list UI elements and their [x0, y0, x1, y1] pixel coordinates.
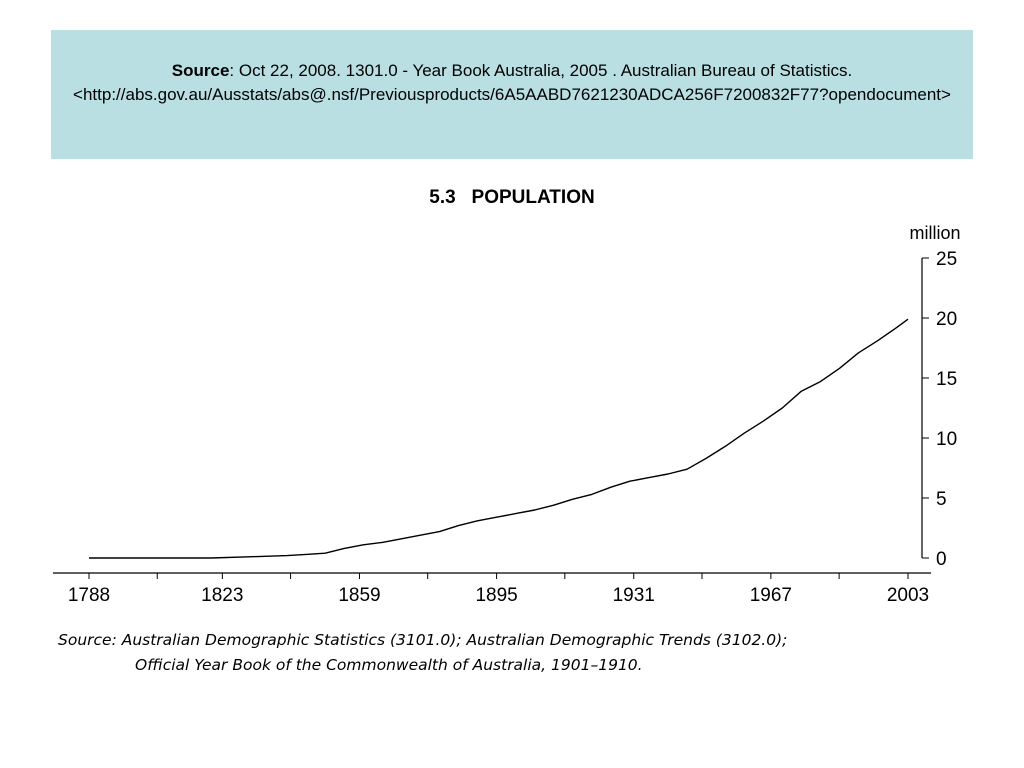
- population-series-line: [89, 318, 909, 559]
- citation-url: <http://abs.gov.au/Ausstats/abs@.nsf/Pre…: [73, 84, 951, 104]
- citation-line: Source: Oct 22, 2008. 1301.0 - Year Book…: [57, 59, 967, 83]
- x-tick-label: 1823: [201, 585, 243, 606]
- x-tick-label: 1859: [338, 585, 380, 606]
- y-tick-label: 0: [936, 549, 947, 570]
- x-tick-label: 1895: [475, 585, 517, 606]
- x-tick-label: 1967: [750, 585, 792, 606]
- chart-axes: 1788 1823 1859 1895 1931 1967 2003 0 5 10 15 20 25: [53, 249, 957, 606]
- y-tick-label: 5: [936, 489, 947, 510]
- x-tick-label: 1788: [68, 585, 110, 606]
- y-axis-unit-label: million: [909, 223, 960, 243]
- source-citation-banner: Source: Oct 22, 2008. 1301.0 - Year Book…: [51, 30, 973, 159]
- citation-text: : Oct 22, 2008. 1301.0 - Year Book Austr…: [229, 61, 853, 80]
- x-tick-label: 1931: [613, 585, 655, 606]
- y-tick-label: 10: [936, 429, 957, 450]
- footnote-line-2: Official Year Book of the Commonwealth o…: [135, 656, 643, 674]
- y-tick-label: 20: [936, 309, 957, 330]
- footnote-line-1: Source: Australian Demographic Statistic…: [58, 631, 788, 649]
- y-tick-label: 15: [936, 369, 957, 390]
- x-tick-label: 2003: [887, 585, 929, 606]
- chart-source-footnote: Source: Australian Demographic Statistic…: [58, 628, 787, 678]
- chart-marks: [89, 318, 909, 559]
- y-tick-label: 25: [936, 249, 957, 270]
- chart-title: 5.3 POPULATION: [429, 187, 594, 208]
- source-label: Source: [171, 61, 230, 80]
